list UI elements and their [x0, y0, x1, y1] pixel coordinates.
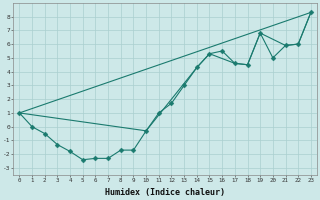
X-axis label: Humidex (Indice chaleur): Humidex (Indice chaleur) [105, 188, 225, 197]
